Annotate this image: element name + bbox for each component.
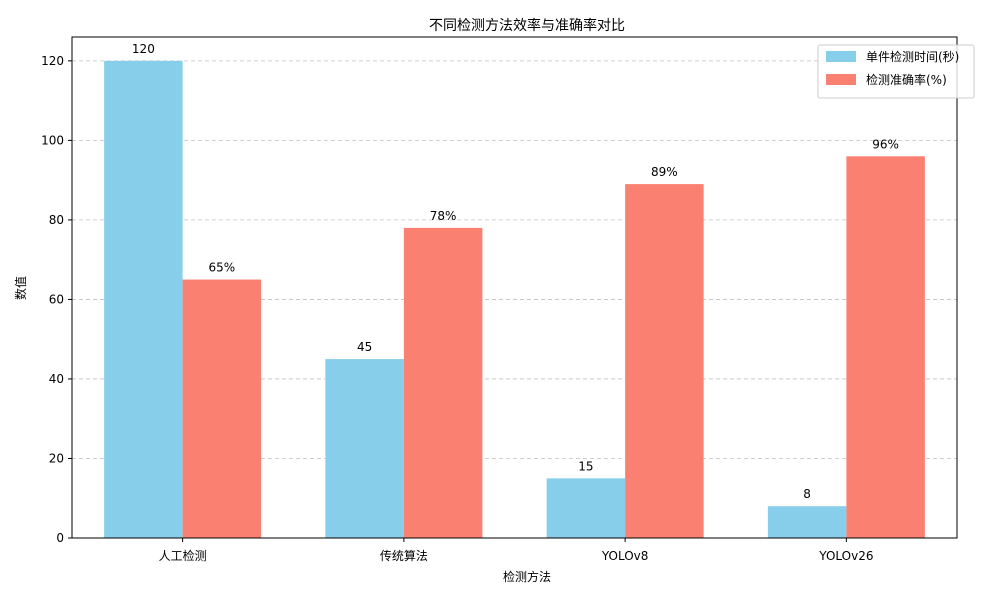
x-tick-label: 传统算法	[380, 548, 428, 563]
plot-border	[71, 36, 958, 539]
y-tick-label: 120	[41, 54, 64, 68]
y-tick-label: 80	[49, 213, 64, 227]
y-tick-label: 60	[49, 292, 64, 306]
data-labels-layer: 120 65% 45 78% 15 89% 8 96%	[132, 42, 899, 501]
bar-value-label: 120	[132, 42, 155, 56]
bar-value-label: 89%	[651, 165, 678, 179]
bars-layer	[104, 60, 925, 539]
bar-value-label: 65%	[209, 261, 236, 275]
bar-value-label: 78%	[430, 209, 457, 223]
y-tick-label: 100	[41, 133, 64, 147]
plot-frame	[71, 36, 958, 539]
legend-label-time: 单件检测时间(秒)	[866, 49, 959, 64]
chart-title: 不同检测方法效率与准确率对比	[429, 17, 625, 34]
y-tick-label: 20	[49, 451, 64, 465]
legend-swatch-accuracy	[826, 74, 856, 85]
bar-value-label: 15	[578, 459, 593, 473]
bar	[182, 279, 262, 538]
bar	[104, 60, 183, 538]
legend: 单件检测时间(秒) 检测准确率(%)	[817, 44, 975, 99]
x-axis-title: 检测方法	[503, 569, 551, 584]
bar	[546, 478, 626, 538]
bar	[325, 359, 404, 538]
y-tick-label: 0	[56, 531, 64, 545]
bar	[767, 506, 847, 538]
ticks-layer: 0 20 40 60 80 100 120 人工检测 传统算法 YOLOv8 YOLOv26	[41, 54, 873, 563]
x-tick-label: YOLOv8	[601, 549, 649, 563]
legend-swatch-time	[826, 51, 856, 62]
y-tick-label: 40	[49, 372, 64, 386]
bar	[625, 184, 704, 538]
x-tick-label: 人工检测	[159, 548, 207, 563]
bar-value-label: 96%	[872, 137, 899, 151]
bar	[846, 156, 925, 539]
legend-box	[817, 44, 975, 99]
legend-label-accuracy: 检测准确率(%)	[866, 72, 947, 87]
bar-value-label: 45	[357, 340, 372, 354]
bar-value-label: 8	[803, 487, 811, 501]
y-axis-title: 数值	[13, 276, 28, 300]
bar	[403, 227, 483, 538]
x-tick-label: YOLOv26	[818, 549, 873, 563]
